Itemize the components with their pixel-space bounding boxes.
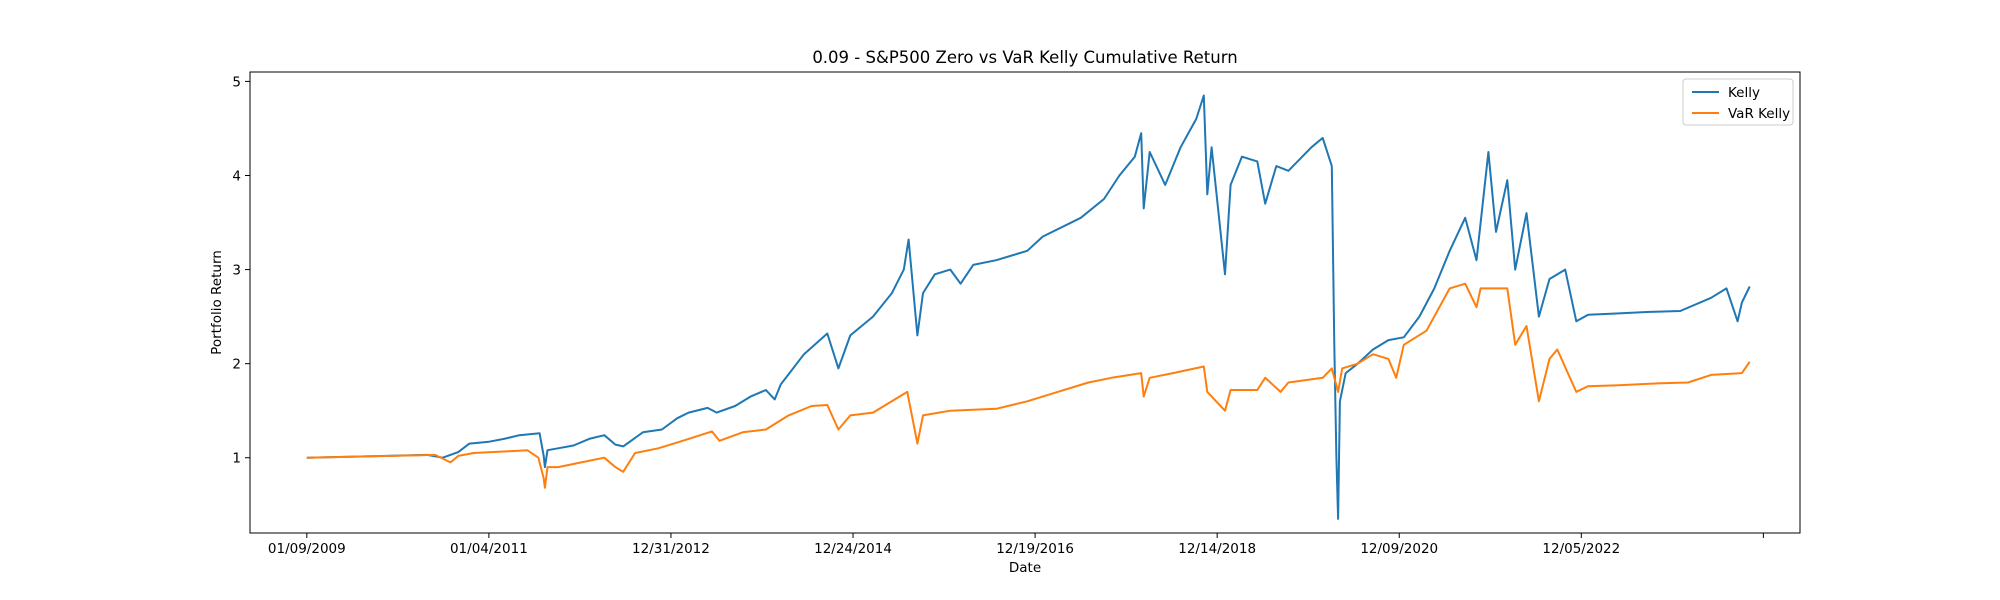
y-tick-label: 3 bbox=[232, 263, 241, 279]
series-line-kelly bbox=[306, 94, 1751, 520]
legend: Kelly VaR Kelly bbox=[1682, 78, 1794, 126]
x-tick-label: 12/19/2016 bbox=[996, 541, 1074, 557]
x-tick-label: 12/09/2020 bbox=[1360, 541, 1438, 557]
chart-title: 0.09 - S&P500 Zero vs VaR Kelly Cumulati… bbox=[812, 48, 1237, 67]
y-tick-label: 2 bbox=[232, 357, 241, 373]
legend-label: Kelly bbox=[1728, 85, 1760, 101]
x-axis: 01/09/2009 01/04/2011 12/31/2012 12/24/2014… bbox=[268, 533, 1764, 557]
x-tick-label: 12/24/2014 bbox=[814, 541, 892, 557]
x-tick-label: 12/31/2012 bbox=[632, 541, 710, 557]
axes-frame bbox=[249, 71, 1801, 534]
y-tick-label: 5 bbox=[232, 74, 241, 90]
x-axis-label: Date bbox=[1009, 560, 1041, 576]
y-tick-label: 4 bbox=[232, 168, 241, 184]
legend-label: VaR Kelly bbox=[1728, 106, 1790, 122]
x-tick-label: 01/09/2009 bbox=[268, 541, 346, 557]
y-axis-label: Portfolio Return bbox=[209, 250, 225, 355]
series-layer bbox=[306, 94, 1751, 520]
x-tick-label: 12/05/2022 bbox=[1542, 541, 1620, 557]
x-tick-label: 12/14/2018 bbox=[1178, 541, 1256, 557]
x-tick-label: 01/04/2011 bbox=[450, 541, 528, 557]
series-line-var-kelly bbox=[306, 282, 1751, 489]
plot-area bbox=[249, 71, 1801, 534]
y-axis: 1 2 3 4 5 bbox=[232, 74, 250, 467]
y-tick-label: 1 bbox=[232, 451, 241, 467]
